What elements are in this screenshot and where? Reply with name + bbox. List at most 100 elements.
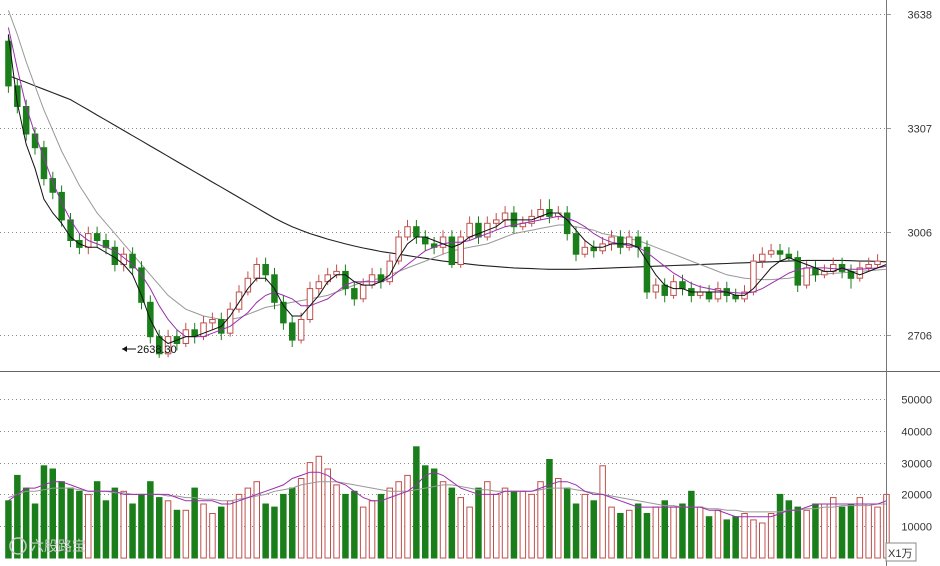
candle-body: [643, 246, 651, 293]
volume-bar: [741, 513, 748, 559]
volume-bar: [617, 513, 624, 559]
candle-body: [359, 284, 367, 300]
candle-body: [865, 264, 872, 269]
price-tick-label: 3006: [908, 228, 932, 240]
candle-body: [501, 212, 509, 221]
volume-bar: [297, 478, 305, 559]
candle: [626, 230, 633, 251]
volume-bar: [750, 519, 757, 559]
candle: [306, 281, 314, 323]
candle-body: [368, 274, 376, 286]
candle-body: [759, 253, 766, 262]
candle-body: [244, 277, 252, 293]
watermark-text: 六股路宝: [30, 539, 86, 555]
price-tick-label: 3307: [908, 124, 932, 136]
volume-bar: [226, 500, 234, 559]
candle: [67, 213, 74, 248]
volume-bar: [563, 487, 571, 559]
candle: [235, 285, 243, 313]
candle: [49, 171, 56, 200]
candle: [643, 240, 651, 299]
candle-body: [705, 291, 713, 300]
volume-bar: [865, 503, 872, 559]
candle: [413, 219, 420, 244]
candle: [14, 79, 21, 114]
candle: [386, 254, 393, 286]
candle: [670, 274, 677, 299]
volume-bar: [430, 468, 438, 559]
candle-body: [590, 246, 597, 252]
candle-body: [333, 270, 340, 276]
candle-body: [626, 236, 633, 248]
volume-bar: [626, 509, 633, 559]
candle-body: [679, 281, 686, 290]
volume-bar: [634, 503, 642, 559]
candle-body: [14, 85, 21, 108]
volume-bar: [253, 481, 260, 559]
volume-bar: [147, 481, 154, 559]
candle: [563, 206, 571, 241]
candle-body: [714, 288, 722, 300]
volume-unit-label: X1万: [888, 548, 912, 560]
candle: [794, 250, 801, 292]
volume-bar: [776, 493, 784, 559]
volume-bar: [120, 490, 127, 559]
volume-bar: [590, 500, 597, 559]
candle: [812, 261, 819, 282]
candle-body: [457, 236, 464, 265]
volume-bar: [448, 487, 456, 559]
candle-body: [262, 264, 269, 276]
candle-body: [40, 147, 48, 180]
volume-bar: [608, 506, 615, 559]
volume-bar: [76, 490, 83, 559]
candle: [661, 278, 668, 303]
volume-bar: [93, 481, 101, 559]
volume-bar: [333, 484, 340, 559]
price-axis: 3638 3307 3006 2706: [886, 10, 932, 343]
candle-body: [732, 294, 739, 300]
volume-bar: [359, 506, 367, 559]
candle-body: [93, 233, 101, 242]
candle-body: [209, 319, 216, 324]
candle-body: [652, 284, 660, 293]
candle: [31, 127, 39, 155]
volume-bar: [484, 481, 491, 559]
volume-bar: [244, 487, 252, 559]
candle: [439, 230, 447, 255]
volume-bar: [581, 493, 589, 559]
volume-bar: [803, 509, 810, 559]
volume-bar: [129, 503, 136, 559]
volume-bar: [519, 490, 527, 559]
volume-bar: [785, 500, 793, 559]
candle: [617, 230, 624, 255]
volume-bar: [422, 465, 429, 559]
candle-body: [803, 267, 810, 286]
candle-body: [306, 288, 314, 321]
volume-bar: [572, 503, 580, 559]
candle-body: [466, 222, 473, 238]
volume-bar: [537, 481, 544, 559]
candle-body: [138, 267, 145, 303]
candle: [422, 230, 429, 251]
volume-bar: [49, 468, 56, 559]
volume-bar: [413, 446, 420, 559]
candle-body: [776, 250, 784, 255]
volume-bar: [696, 506, 704, 559]
volume-bar: [555, 478, 562, 559]
volume-ma-lines: [8, 471, 887, 518]
candle: [457, 230, 464, 268]
candle-body: [767, 250, 775, 255]
candle: [856, 261, 864, 282]
candle: [759, 247, 766, 268]
candle: [528, 209, 535, 227]
candle: [634, 230, 642, 258]
candle: [280, 295, 287, 330]
volume-bar: [351, 490, 358, 559]
volume-tick-label: 20000: [901, 490, 932, 502]
candle-body: [49, 178, 56, 193]
volume-bar: [767, 513, 775, 559]
candle: [785, 247, 793, 262]
candle-body: [856, 267, 864, 279]
candle: [315, 274, 323, 296]
candle-body: [200, 322, 207, 338]
